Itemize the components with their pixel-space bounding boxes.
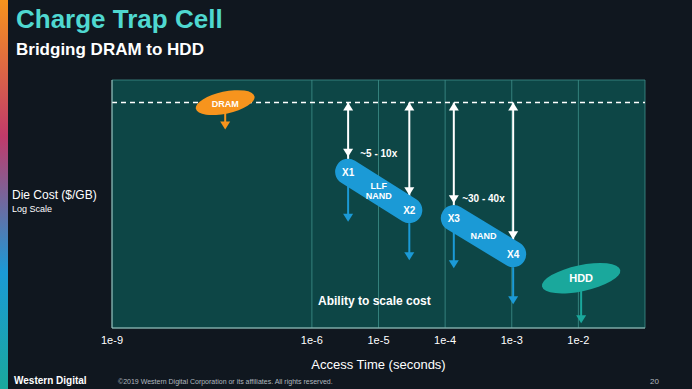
html-text:Log Scale: Log Scale — [12, 204, 52, 214]
svg-text:1e-6: 1e-6 — [301, 334, 323, 346]
svg-text:1e-9: 1e-9 — [101, 334, 123, 346]
svg-text:~30 - 40x: ~30 - 40x — [462, 193, 505, 204]
svg-text:Access Time (seconds): Access Time (seconds) — [311, 357, 445, 372]
svg-text:1e-4: 1e-4 — [434, 334, 456, 346]
html-text:Die Cost ($/GB): Die Cost ($/GB) — [12, 188, 97, 202]
html-text:Ability to scale cost: Ability to scale cost — [318, 294, 431, 308]
html-text:Charge Trap Cell: Charge Trap Cell — [16, 4, 223, 34]
svg-text:X3: X3 — [448, 213, 461, 224]
html-text:20: 20 — [650, 377, 659, 386]
svg-text:X4: X4 — [507, 249, 520, 260]
svg-text:1e-5: 1e-5 — [367, 334, 389, 346]
svg-text:X1: X1 — [342, 167, 355, 178]
svg-text:NAND: NAND — [470, 231, 496, 241]
svg-text:X2: X2 — [403, 205, 416, 216]
svg-text:1e-2: 1e-2 — [567, 334, 589, 346]
svg-text:HDD: HDD — [569, 272, 593, 284]
svg-text:~5 - 10x: ~5 - 10x — [360, 148, 397, 159]
svg-text:LLFNAND: LLFNAND — [366, 181, 392, 201]
html-text:Western Digital: Western Digital — [14, 375, 87, 386]
svg-text:1e-3: 1e-3 — [501, 334, 523, 346]
html-text:©2019 Western Digital Corporat: ©2019 Western Digital Corporation or its… — [118, 378, 333, 385]
svg-text:DRAM: DRAM — [212, 99, 239, 109]
html-text:Bridging DRAM to HDD: Bridging DRAM to HDD — [16, 40, 204, 59]
